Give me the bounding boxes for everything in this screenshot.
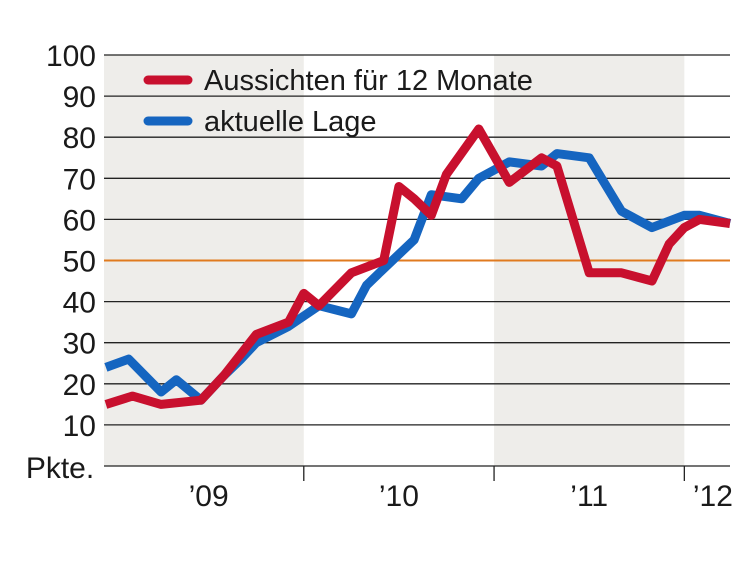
y-tick-label-50: 50 — [63, 246, 96, 279]
x-tick-label: ’12 — [693, 480, 733, 513]
x-tick-label: ’09 — [189, 480, 229, 513]
y-axis-unit-label: Pkte. — [26, 452, 94, 485]
x-axis-year-labels: ’09 ’10 ’11 ’12 — [189, 480, 733, 513]
y-tick-label-100: 100 — [46, 40, 96, 73]
y-tick-label-20: 20 — [63, 369, 96, 402]
y-tick-label-60: 60 — [63, 204, 96, 237]
legend-label-0: Aussichten für 12 Monate — [204, 65, 533, 97]
y-tick-label-80: 80 — [63, 122, 96, 155]
y-tick-label-40: 40 — [63, 287, 96, 320]
series-line-0 — [104, 124, 731, 409]
legend-label-1: aktuelle Lage — [204, 106, 377, 138]
y-tick-label-70: 70 — [63, 163, 96, 196]
legend: Aussichten für 12 Monate aktuelle Lage — [143, 65, 533, 138]
series-lines — [104, 124, 732, 409]
x-tick-label: ’10 — [379, 480, 419, 513]
year-dividers — [303, 466, 685, 481]
y-tick-label-90: 90 — [63, 81, 96, 114]
x-tick-label: ’11 — [570, 480, 608, 513]
y-tick-label-30: 30 — [63, 328, 96, 361]
y-tick-label-10: 10 — [63, 410, 96, 443]
y-axis-tick-labels: 10 20 30 40 50 60 70 80 90 100 — [46, 40, 96, 443]
